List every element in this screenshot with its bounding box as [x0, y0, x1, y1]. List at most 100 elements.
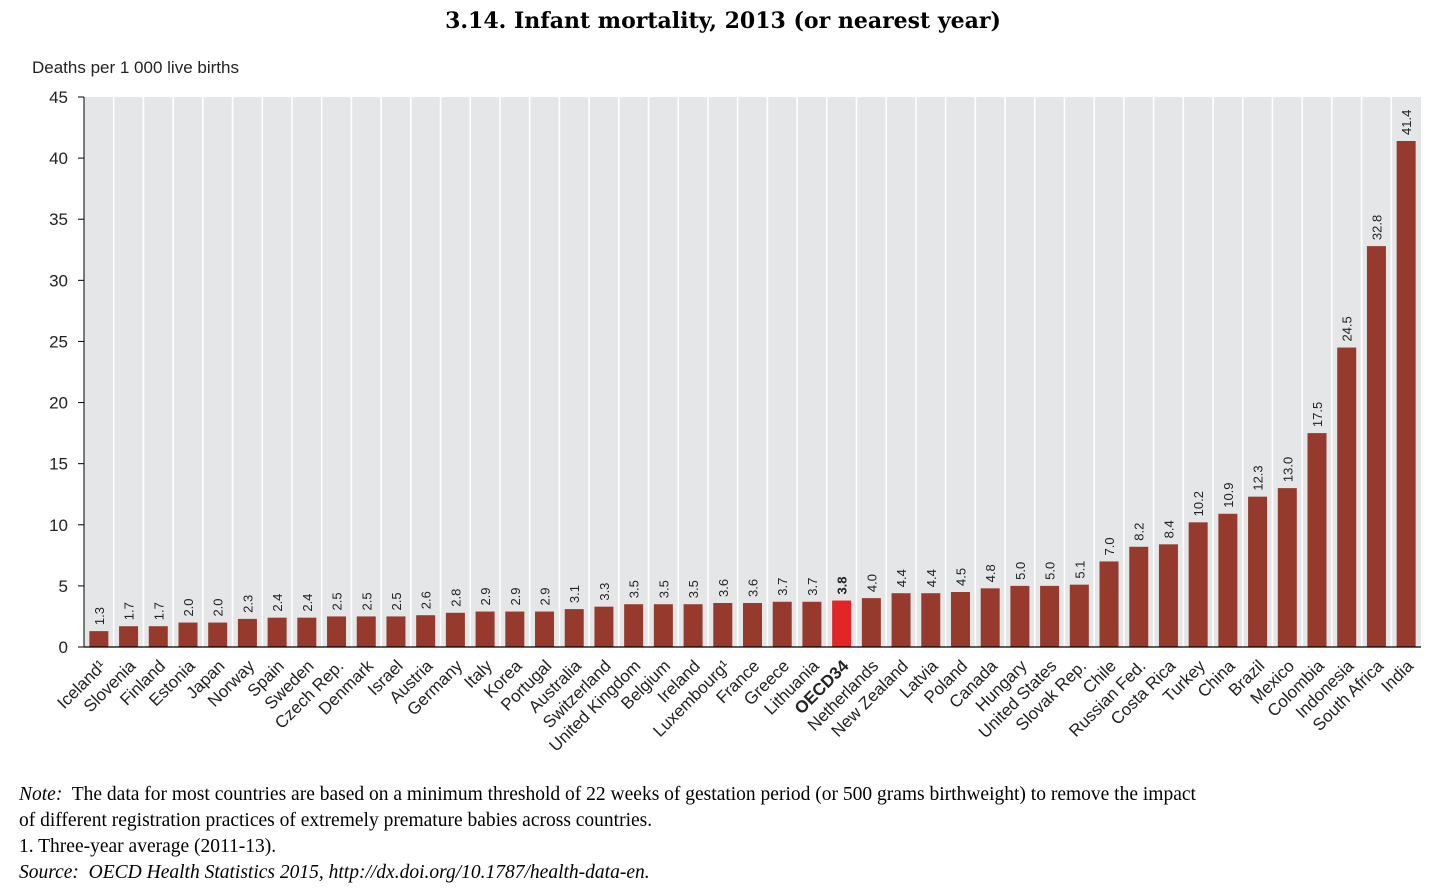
bar	[1099, 561, 1119, 647]
bar	[89, 631, 109, 647]
bar	[861, 598, 881, 647]
y-tick-label: 45	[49, 88, 68, 107]
value-label: 4.0	[864, 574, 879, 592]
bar	[148, 626, 168, 647]
value-label: 17.5	[1310, 402, 1325, 427]
y-tick-label: 0	[59, 638, 68, 657]
value-label: 3.6	[716, 579, 731, 597]
value-label: 3.5	[656, 580, 671, 598]
value-label: 2.5	[330, 592, 345, 610]
note-label: Note:	[19, 784, 63, 805]
chart-notes: Note: The data for most countries are ba…	[19, 782, 1439, 886]
note-text-1: The data for most countries are based on…	[71, 784, 1196, 805]
value-label: 5.1	[1072, 561, 1087, 579]
value-label: 4.8	[983, 564, 998, 582]
bar	[950, 592, 970, 647]
bar	[119, 626, 139, 647]
source-line: Source: OECD Health Statistics 2015, htt…	[19, 860, 1439, 886]
y-tick-label: 40	[49, 149, 68, 168]
value-label: 2.4	[300, 594, 315, 612]
chart-title: 3.14. Infant mortality, 2013 (or nearest…	[445, 8, 1001, 34]
bar	[1069, 584, 1089, 647]
value-label: 3.7	[805, 578, 820, 596]
value-label: 3.5	[627, 580, 642, 598]
value-label: 1.7	[151, 602, 166, 620]
value-label: 8.4	[1161, 520, 1176, 538]
value-label: 2.8	[448, 589, 463, 607]
bar	[1366, 246, 1386, 647]
value-label: 2.9	[538, 587, 553, 605]
value-label: 12.3	[1251, 465, 1266, 490]
note-line-2: of different registration practices of e…	[19, 810, 653, 831]
bar	[1129, 546, 1149, 647]
bar	[1010, 585, 1030, 647]
bar	[1337, 347, 1357, 647]
bar	[624, 604, 644, 647]
value-label: 4.4	[924, 569, 939, 587]
value-label: 2.9	[478, 587, 493, 605]
value-label: 2.6	[419, 591, 434, 609]
bar	[386, 616, 406, 647]
value-label: 3.7	[775, 578, 790, 596]
y-tick-label: 10	[49, 516, 68, 535]
value-label: 1.3	[92, 607, 107, 625]
bar	[891, 593, 911, 647]
bar	[416, 615, 436, 647]
value-label: 4.4	[894, 569, 909, 587]
bar	[772, 601, 792, 647]
bar	[683, 604, 703, 647]
value-label: 3.3	[597, 583, 612, 601]
bar	[564, 609, 584, 647]
bar	[1248, 496, 1268, 647]
bar	[1277, 488, 1297, 647]
value-label: 10.2	[1191, 491, 1206, 516]
bar	[208, 622, 228, 647]
bar	[980, 588, 1000, 647]
bar	[1158, 544, 1178, 647]
value-label: 5.0	[1013, 562, 1028, 580]
bar	[1218, 513, 1238, 647]
value-label: 5.0	[1043, 562, 1058, 580]
value-label: 3.1	[567, 585, 582, 603]
y-tick-label: 20	[49, 394, 68, 413]
value-label: 41.4	[1399, 110, 1414, 135]
bar-chart: Deaths per 1 000 live births 0 5 10 15 20 25 3…	[32, 58, 1421, 755]
category-label: India	[1377, 656, 1417, 696]
bar	[535, 611, 555, 647]
footnote: 1. Three-year average (2011-13).	[19, 836, 277, 857]
y-axis-label: Deaths per 1 000 live births	[32, 58, 239, 77]
bar	[743, 603, 762, 647]
y-tick-label: 30	[49, 271, 68, 290]
source-label: Source:	[19, 862, 79, 883]
value-label: 2.0	[181, 598, 196, 616]
y-tick-label: 35	[49, 210, 68, 229]
value-label: 13.0	[1280, 457, 1295, 482]
bar	[445, 612, 465, 647]
bar	[505, 611, 525, 647]
source-text: OECD Health Statistics 2015, http://dx.d…	[88, 862, 650, 883]
bar	[921, 593, 941, 647]
y-tick-label: 25	[49, 332, 68, 351]
bar	[1040, 585, 1060, 647]
bar	[1396, 141, 1416, 647]
value-label: 1.7	[122, 602, 137, 620]
bar	[475, 611, 495, 647]
bar	[297, 617, 317, 647]
value-label: 3.8	[835, 576, 850, 594]
value-label: 3.6	[746, 579, 761, 597]
value-label: 2.3	[240, 595, 255, 613]
bar	[802, 601, 822, 647]
bar	[713, 603, 733, 647]
bar	[178, 622, 198, 647]
value-label: 2.5	[359, 592, 374, 610]
value-label: 2.0	[211, 598, 226, 616]
bar	[237, 618, 257, 647]
y-tick-label: 5	[59, 577, 68, 596]
value-label: 2.4	[270, 594, 285, 612]
value-label: 24.5	[1340, 316, 1355, 341]
bar	[356, 616, 376, 647]
bar	[1188, 522, 1208, 647]
value-label: 4.5	[953, 568, 968, 586]
bar	[653, 604, 673, 647]
note-line-1: Note: The data for most countries are ba…	[19, 782, 1439, 808]
